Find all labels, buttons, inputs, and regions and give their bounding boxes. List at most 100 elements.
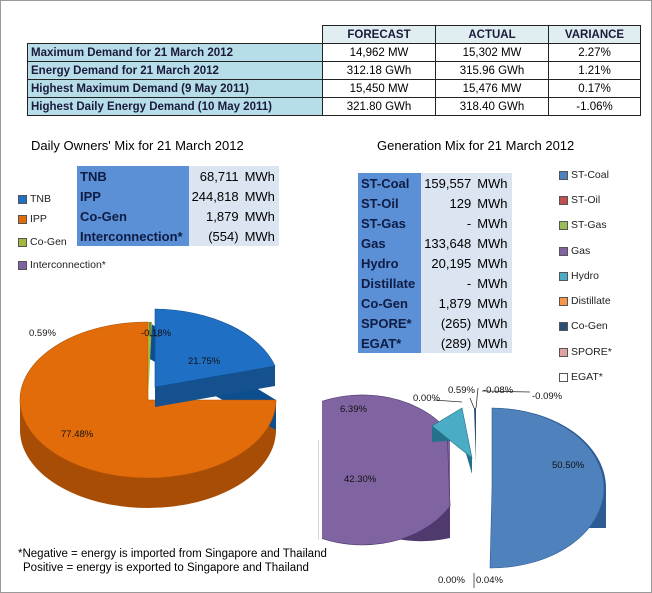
- table-row: Co-Gen 1,879 MWh: [358, 293, 512, 313]
- label-st-oil: 0.04%: [476, 575, 503, 586]
- legend-item-st-coal: ST-Coal: [559, 169, 609, 181]
- mix-unit: MWh: [474, 333, 512, 353]
- mix-unit: MWh: [241, 186, 279, 206]
- label-spore: -0.08%: [483, 385, 514, 396]
- forecast-value: 321.80 GWh: [322, 97, 436, 116]
- mix-value: (554): [188, 226, 242, 246]
- legend-item-cogen: Co-Gen: [18, 236, 67, 248]
- mix-unit: MWh: [474, 193, 512, 213]
- pie-slice-cogen: [148, 322, 152, 400]
- mix-value: 129: [421, 193, 475, 213]
- variance-value: 2.27%: [548, 43, 641, 62]
- label-egat: -0.09%: [532, 391, 563, 402]
- label-cogen: 0.59%: [448, 385, 475, 396]
- mix-unit: MWh: [474, 233, 512, 253]
- table-row: Interconnection* (554) MWh: [77, 226, 279, 246]
- owners-mix-table: TNB 68,711 MWh IPP 244,818 MWh Co-Gen 1,879 MW…: [77, 166, 279, 246]
- mix-name: Distillate: [358, 273, 422, 293]
- legend-item-gas: Gas: [559, 245, 590, 257]
- legend-swatch: [18, 194, 27, 204]
- mix-value: 244,818: [188, 186, 242, 206]
- mix-unit: MWh: [241, 226, 279, 246]
- legend-item-interconnection: Interconnection*: [18, 259, 106, 271]
- label-interconnection: -0.18%: [141, 328, 172, 339]
- table-row: Hydro 20,195 MWh: [358, 253, 512, 273]
- legend-label: Distillate: [571, 295, 611, 307]
- table-row: TNB 68,711 MWh: [77, 166, 279, 186]
- table-row: Energy Demand for 21 March 2012 312.18 G…: [27, 61, 641, 80]
- mix-value: -: [421, 273, 475, 293]
- table-row: ST-Coal 159,557 MWh: [358, 173, 512, 193]
- mix-value: 20,195: [421, 253, 475, 273]
- actual-value: 15,302 MW: [435, 43, 549, 62]
- table-row: Maximum Demand for 21 March 2012 14,962 …: [27, 43, 641, 62]
- legend-swatch: [559, 372, 568, 382]
- label-tnb: 21.75%: [188, 356, 221, 367]
- mix-name: ST-Coal: [358, 173, 422, 193]
- owners-mix-title: Daily Owners' Mix for 21 March 2012: [31, 138, 244, 153]
- legend-item-st-oil: ST-Oil: [559, 194, 600, 206]
- legend-swatch: [18, 237, 27, 247]
- legend-item-egat: EGAT*: [559, 371, 603, 383]
- pie-slice-tnb: [154, 308, 276, 388]
- row-label: Highest Maximum Demand (9 May 2011): [27, 79, 323, 98]
- variance-value: 0.17%: [548, 79, 641, 98]
- variance-value: -1.06%: [548, 97, 641, 116]
- mix-name: Hydro: [358, 253, 422, 273]
- label-ipp: 77.48%: [61, 429, 94, 440]
- pie-slice-hydro: [431, 407, 473, 459]
- legend-item-st-gas: ST-Gas: [559, 219, 607, 231]
- variance-value: 1.21%: [548, 61, 641, 80]
- legend-swatch: [18, 214, 27, 224]
- legend-label: ST-Gas: [571, 219, 607, 231]
- table-row: Co-Gen 1,879 MWh: [77, 206, 279, 226]
- mix-unit: MWh: [474, 173, 512, 193]
- egat-leader-line: [481, 390, 531, 393]
- mix-value: 133,648: [421, 233, 475, 253]
- row-label: Energy Demand for 21 March 2012: [27, 61, 323, 80]
- forecast-value: 312.18 GWh: [322, 61, 436, 80]
- mix-unit: MWh: [474, 313, 512, 333]
- label-hydro: 6.39%: [340, 404, 367, 415]
- mix-name: Interconnection*: [77, 226, 189, 246]
- mix-name: ST-Gas: [358, 213, 422, 233]
- header-variance: VARIANCE: [548, 25, 641, 44]
- mix-name: Co-Gen: [77, 206, 189, 226]
- legend-item-tnb: TNB: [18, 193, 51, 205]
- header-actual: ACTUAL: [435, 25, 549, 44]
- table-row: EGAT* (289) MWh: [358, 333, 512, 353]
- demand-summary-table: FORECAST ACTUAL VARIANCE Maximum Demand …: [27, 25, 641, 116]
- mix-value: 68,711: [188, 166, 242, 186]
- legend-label: Interconnection*: [30, 259, 106, 271]
- mix-name: Gas: [358, 233, 422, 253]
- pie-slice-cogen: [474, 408, 476, 462]
- mix-unit: MWh: [474, 213, 512, 233]
- table-row: SPORE* (265) MWh: [358, 313, 512, 333]
- forecast-value: 15,450 MW: [322, 79, 436, 98]
- mix-name: ST-Oil: [358, 193, 422, 213]
- pie-slice-gas-face: [322, 394, 451, 546]
- legend-swatch: [559, 246, 568, 256]
- mix-name: EGAT*: [358, 333, 422, 353]
- mix-value: (289): [421, 333, 475, 353]
- legend-label: Hydro: [571, 270, 600, 282]
- mix-value: 159,557: [421, 173, 475, 193]
- mix-value: (265): [421, 313, 475, 333]
- table-row: Gas 133,648 MWh: [358, 233, 512, 253]
- label-distillate: 0.00%: [413, 393, 440, 404]
- distillate-leader-line: [433, 399, 463, 403]
- generation-pie-chart: 0.00% 0.59% -0.08% -0.09% 6.39% 42.30% 5…: [322, 385, 606, 588]
- legend-label: SPORE*: [571, 346, 612, 358]
- pie-slice-ipp: [19, 321, 277, 479]
- spore-leader-line: [475, 387, 479, 409]
- legend-item-ipp: IPP: [18, 213, 47, 225]
- owners-pie-chart: 0.59% -0.18% 21.75% 77.48%: [19, 308, 277, 508]
- legend-swatch: [559, 195, 568, 205]
- generation-mix-table: ST-Coal 159,557 MWh ST-Oil 129 MWh ST-Gas - MW…: [358, 173, 512, 353]
- footnote-negative: *Negative = energy is imported from Sing…: [18, 548, 327, 560]
- mix-name: TNB: [77, 166, 189, 186]
- legend-label: Co-Gen: [571, 320, 608, 332]
- legend-swatch: [559, 271, 568, 281]
- mix-unit: MWh: [474, 253, 512, 273]
- legend-label: Gas: [571, 245, 591, 257]
